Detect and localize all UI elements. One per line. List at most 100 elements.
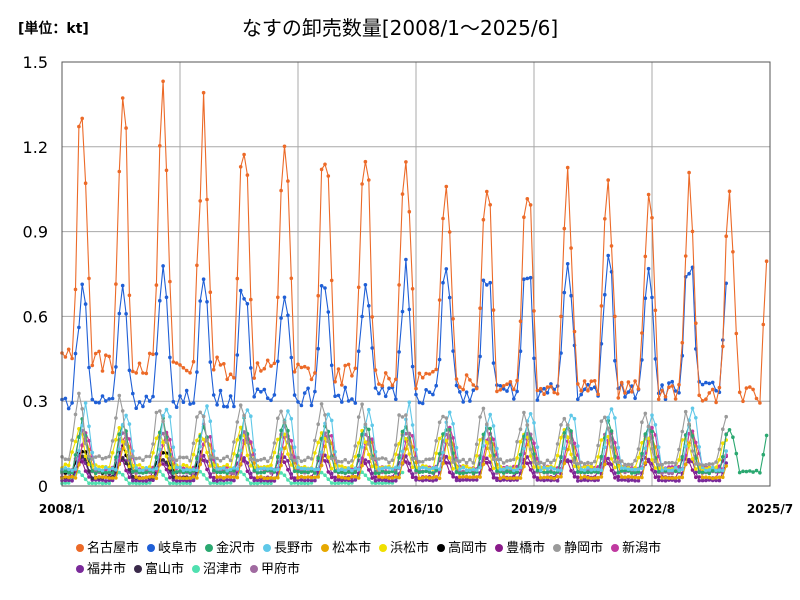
data-point	[528, 275, 533, 280]
data-point	[535, 388, 540, 393]
data-point	[400, 192, 405, 196]
data-point	[724, 414, 728, 419]
data-point	[107, 481, 111, 486]
data-point	[77, 449, 81, 453]
data-point	[434, 478, 439, 482]
data-point	[599, 419, 604, 424]
data-point	[222, 470, 226, 474]
data-point	[434, 465, 439, 470]
data-point	[721, 441, 725, 446]
data-point	[279, 463, 283, 468]
data-point	[242, 297, 246, 301]
data-point	[326, 174, 331, 178]
data-point	[646, 457, 651, 462]
data-point	[579, 388, 583, 393]
data-point	[431, 466, 435, 471]
data-point	[259, 369, 263, 373]
data-point	[222, 481, 226, 486]
data-point	[589, 387, 594, 391]
data-point	[265, 358, 270, 363]
data-point	[660, 471, 664, 475]
data-point	[343, 363, 348, 368]
data-point	[417, 459, 422, 464]
data-point	[292, 478, 297, 483]
data-point	[394, 471, 398, 475]
data-point	[137, 400, 142, 404]
data-point	[252, 468, 256, 473]
data-point	[158, 298, 162, 303]
data-point	[667, 461, 671, 465]
data-point	[454, 478, 459, 483]
data-point	[141, 476, 145, 480]
data-point	[603, 292, 607, 297]
data-point	[292, 393, 297, 397]
data-point	[582, 478, 587, 482]
data-point	[302, 364, 307, 369]
data-point	[636, 447, 641, 451]
data-point	[599, 438, 604, 442]
data-point	[104, 353, 108, 358]
data-point	[340, 481, 344, 485]
data-point	[431, 369, 435, 374]
data-point	[201, 453, 206, 458]
data-point	[700, 475, 705, 480]
data-point	[205, 459, 209, 464]
data-point	[478, 465, 482, 470]
data-point	[653, 357, 658, 361]
data-point	[400, 429, 405, 434]
data-point	[164, 440, 169, 445]
data-point	[363, 422, 368, 427]
data-point	[464, 461, 469, 465]
data-point	[721, 475, 725, 480]
data-point	[205, 467, 209, 472]
data-point	[535, 456, 540, 461]
data-point	[289, 355, 294, 360]
data-point	[158, 447, 162, 452]
data-point	[100, 394, 105, 398]
data-point	[333, 456, 337, 460]
data-point	[292, 370, 297, 374]
data-point	[255, 467, 260, 472]
data-point	[329, 278, 334, 283]
data-point	[431, 456, 435, 461]
data-point	[100, 369, 105, 373]
data-point	[704, 468, 708, 473]
data-point	[694, 467, 698, 471]
data-point	[545, 470, 550, 474]
data-point	[525, 455, 530, 459]
data-point	[222, 476, 226, 480]
data-point	[721, 427, 725, 432]
data-point	[232, 452, 236, 456]
data-point	[640, 451, 644, 456]
data-point	[319, 436, 324, 441]
data-point	[158, 144, 162, 148]
data-point	[387, 466, 391, 470]
data-point	[630, 467, 634, 472]
data-point	[289, 276, 294, 281]
data-point	[211, 367, 216, 372]
legend-label: 富山市	[145, 562, 185, 577]
data-point	[687, 422, 691, 426]
data-point	[630, 478, 634, 482]
data-point	[650, 425, 654, 430]
data-point	[727, 428, 732, 432]
data-point	[505, 465, 509, 470]
data-point	[444, 267, 449, 271]
data-point	[694, 416, 698, 420]
data-point	[259, 458, 263, 462]
data-point	[124, 461, 128, 466]
data-point	[211, 468, 216, 473]
data-point	[171, 475, 176, 480]
data-point	[420, 478, 425, 483]
data-point	[191, 401, 196, 405]
data-point	[249, 366, 253, 370]
data-point	[501, 461, 506, 465]
data-point	[498, 388, 503, 392]
data-point	[282, 420, 287, 425]
data-point	[700, 470, 705, 475]
data-point	[144, 394, 149, 399]
data-point	[640, 441, 644, 445]
data-point	[188, 371, 192, 375]
data-point	[161, 440, 165, 445]
data-point	[164, 407, 169, 412]
